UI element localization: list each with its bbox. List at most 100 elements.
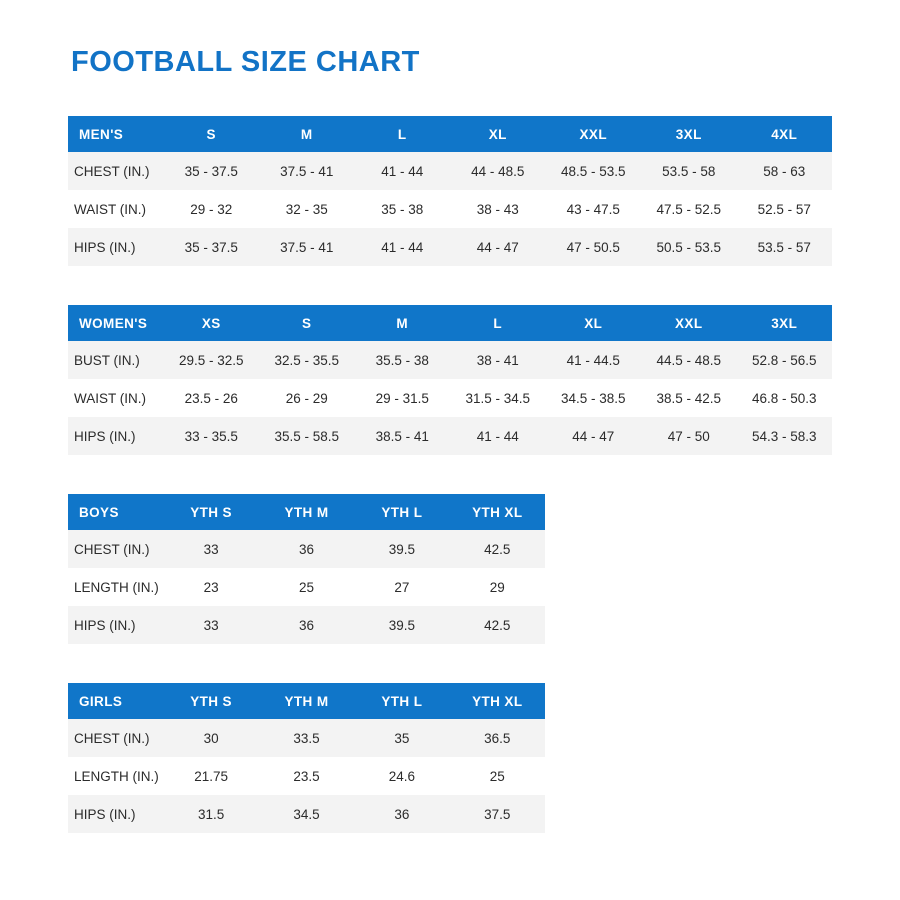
page-title: FOOTBALL SIZE CHART bbox=[71, 46, 420, 78]
table-row: LENGTH (IN.) 23 25 27 29 bbox=[68, 568, 545, 606]
cell-womens-0-1: 32.5 - 35.5 bbox=[259, 341, 355, 379]
size-table-boys: BOYS YTH S YTH M YTH L YTH XL CHEST (IN.) 33 36… bbox=[68, 494, 545, 644]
size-table-mens: MEN'S S M L XL XXL 3XL 4XL CHEST (IN.) 35 - 37.5 3… bbox=[68, 116, 832, 266]
cell-mens-1-4: 43 - 47.5 bbox=[545, 190, 641, 228]
cell-boys-1-0: 23 bbox=[163, 568, 259, 606]
cell-boys-0-3: 42.5 bbox=[449, 530, 545, 568]
table-row: BUST (IN.) 29.5 - 32.5 32.5 - 35.5 35.5 - 3… bbox=[68, 341, 832, 379]
column-header-mens-1: M bbox=[259, 116, 355, 152]
cell-boys-0-0: 33 bbox=[163, 530, 259, 568]
cell-girls-1-1: 23.5 bbox=[258, 757, 355, 795]
cell-mens-1-1: 32 - 35 bbox=[259, 190, 355, 228]
cell-boys-1-3: 29 bbox=[449, 568, 545, 606]
cell-mens-1-3: 38 - 43 bbox=[450, 190, 546, 228]
column-header-mens-4: XXL bbox=[545, 116, 641, 152]
cell-mens-0-6: 58 - 63 bbox=[736, 152, 832, 190]
cell-womens-1-3: 31.5 - 34.5 bbox=[450, 379, 546, 417]
cell-girls-0-3: 36.5 bbox=[449, 719, 545, 757]
cell-mens-1-6: 52.5 - 57 bbox=[736, 190, 832, 228]
row-label-girls-1: LENGTH (IN.) bbox=[68, 757, 164, 795]
cell-boys-2-1: 36 bbox=[258, 606, 355, 644]
row-label-mens-2: HIPS (IN.) bbox=[68, 228, 164, 266]
row-label-womens-2: HIPS (IN.) bbox=[68, 417, 164, 455]
cell-mens-2-0: 35 - 37.5 bbox=[163, 228, 259, 266]
cell-boys-2-3: 42.5 bbox=[449, 606, 545, 644]
column-header-girls-2: YTH L bbox=[354, 683, 450, 719]
column-header-boys-0: YTH S bbox=[163, 494, 259, 530]
cell-mens-0-3: 44 - 48.5 bbox=[450, 152, 546, 190]
table-row: WAIST (IN.) 29 - 32 32 - 35 35 - 38 38 - 43 4… bbox=[68, 190, 832, 228]
cell-boys-1-2: 27 bbox=[354, 568, 450, 606]
cell-boys-0-2: 39.5 bbox=[354, 530, 450, 568]
cell-mens-2-6: 53.5 - 57 bbox=[736, 228, 832, 266]
table-header-row: WOMEN'S XS S M L XL XXL 3XL bbox=[68, 305, 832, 341]
cell-womens-2-5: 47 - 50 bbox=[641, 417, 737, 455]
table-row: CHEST (IN.) 35 - 37.5 37.5 - 41 41 - 44 44 -… bbox=[68, 152, 832, 190]
column-header-womens-2: M bbox=[354, 305, 450, 341]
cell-mens-0-2: 41 - 44 bbox=[354, 152, 450, 190]
cell-girls-1-2: 24.6 bbox=[354, 757, 450, 795]
cell-boys-2-0: 33 bbox=[163, 606, 259, 644]
column-header-mens-6: 4XL bbox=[736, 116, 832, 152]
table-header-row: MEN'S S M L XL XXL 3XL 4XL bbox=[68, 116, 832, 152]
cell-mens-2-3: 44 - 47 bbox=[450, 228, 546, 266]
column-header-girls-0: YTH S bbox=[163, 683, 259, 719]
cell-mens-0-1: 37.5 - 41 bbox=[259, 152, 355, 190]
cell-girls-2-2: 36 bbox=[354, 795, 450, 833]
cell-mens-2-5: 50.5 - 53.5 bbox=[641, 228, 737, 266]
row-label-mens-0: CHEST (IN.) bbox=[68, 152, 164, 190]
size-table-womens: WOMEN'S XS S M L XL XXL 3XL BUST (IN.) 29.5 - 32.… bbox=[68, 305, 832, 455]
column-header-womens-1: S bbox=[259, 305, 355, 341]
table-row: CHEST (IN.) 30 33.5 35 36.5 bbox=[68, 719, 545, 757]
cell-womens-0-2: 35.5 - 38 bbox=[354, 341, 450, 379]
cell-girls-0-2: 35 bbox=[354, 719, 450, 757]
row-label-mens-1: WAIST (IN.) bbox=[68, 190, 164, 228]
cell-womens-1-5: 38.5 - 42.5 bbox=[641, 379, 737, 417]
cell-mens-2-1: 37.5 - 41 bbox=[259, 228, 355, 266]
column-header-womens-6: 3XL bbox=[736, 305, 832, 341]
cell-girls-0-0: 30 bbox=[163, 719, 259, 757]
column-header-mens-3: XL bbox=[450, 116, 546, 152]
table-title-womens: WOMEN'S bbox=[68, 305, 164, 341]
table-row: HIPS (IN.) 33 - 35.5 35.5 - 58.5 38.5 - 41 4… bbox=[68, 417, 832, 455]
size-tables-container: MEN'S S M L XL XXL 3XL 4XL CHEST (IN.) 35 - 37.5 3… bbox=[68, 116, 832, 872]
column-header-womens-4: XL bbox=[545, 305, 641, 341]
row-label-boys-2: HIPS (IN.) bbox=[68, 606, 164, 644]
cell-boys-0-1: 36 bbox=[258, 530, 355, 568]
table-row: LENGTH (IN.) 21.75 23.5 24.6 25 bbox=[68, 757, 545, 795]
cell-boys-1-1: 25 bbox=[258, 568, 355, 606]
cell-womens-2-3: 41 - 44 bbox=[450, 417, 546, 455]
cell-womens-0-6: 52.8 - 56.5 bbox=[736, 341, 832, 379]
cell-womens-1-2: 29 - 31.5 bbox=[354, 379, 450, 417]
cell-mens-0-5: 53.5 - 58 bbox=[641, 152, 737, 190]
table-row: WAIST (IN.) 23.5 - 26 26 - 29 29 - 31.5 31.5… bbox=[68, 379, 832, 417]
cell-womens-2-2: 38.5 - 41 bbox=[354, 417, 450, 455]
cell-girls-0-1: 33.5 bbox=[258, 719, 355, 757]
column-header-boys-2: YTH L bbox=[354, 494, 450, 530]
column-header-boys-1: YTH M bbox=[258, 494, 355, 530]
size-table-girls: GIRLS YTH S YTH M YTH L YTH XL CHEST (IN.) 30 3… bbox=[68, 683, 545, 833]
row-label-girls-0: CHEST (IN.) bbox=[68, 719, 164, 757]
table-header-row: BOYS YTH S YTH M YTH L YTH XL bbox=[68, 494, 545, 530]
cell-womens-1-4: 34.5 - 38.5 bbox=[545, 379, 641, 417]
cell-girls-2-1: 34.5 bbox=[258, 795, 355, 833]
cell-womens-0-3: 38 - 41 bbox=[450, 341, 546, 379]
table-row: HIPS (IN.) 33 36 39.5 42.5 bbox=[68, 606, 545, 644]
table-row: HIPS (IN.) 31.5 34.5 36 37.5 bbox=[68, 795, 545, 833]
cell-boys-2-2: 39.5 bbox=[354, 606, 450, 644]
cell-womens-1-0: 23.5 - 26 bbox=[163, 379, 259, 417]
row-label-womens-1: WAIST (IN.) bbox=[68, 379, 164, 417]
column-header-girls-3: YTH XL bbox=[449, 683, 545, 719]
cell-womens-0-5: 44.5 - 48.5 bbox=[641, 341, 737, 379]
cell-girls-2-3: 37.5 bbox=[449, 795, 545, 833]
cell-mens-1-2: 35 - 38 bbox=[354, 190, 450, 228]
table-title-girls: GIRLS bbox=[68, 683, 164, 719]
cell-mens-2-4: 47 - 50.5 bbox=[545, 228, 641, 266]
column-header-mens-2: L bbox=[354, 116, 450, 152]
cell-girls-2-0: 31.5 bbox=[163, 795, 259, 833]
cell-girls-1-3: 25 bbox=[449, 757, 545, 795]
cell-womens-2-6: 54.3 - 58.3 bbox=[736, 417, 832, 455]
cell-womens-2-1: 35.5 - 58.5 bbox=[259, 417, 355, 455]
column-header-mens-5: 3XL bbox=[641, 116, 737, 152]
